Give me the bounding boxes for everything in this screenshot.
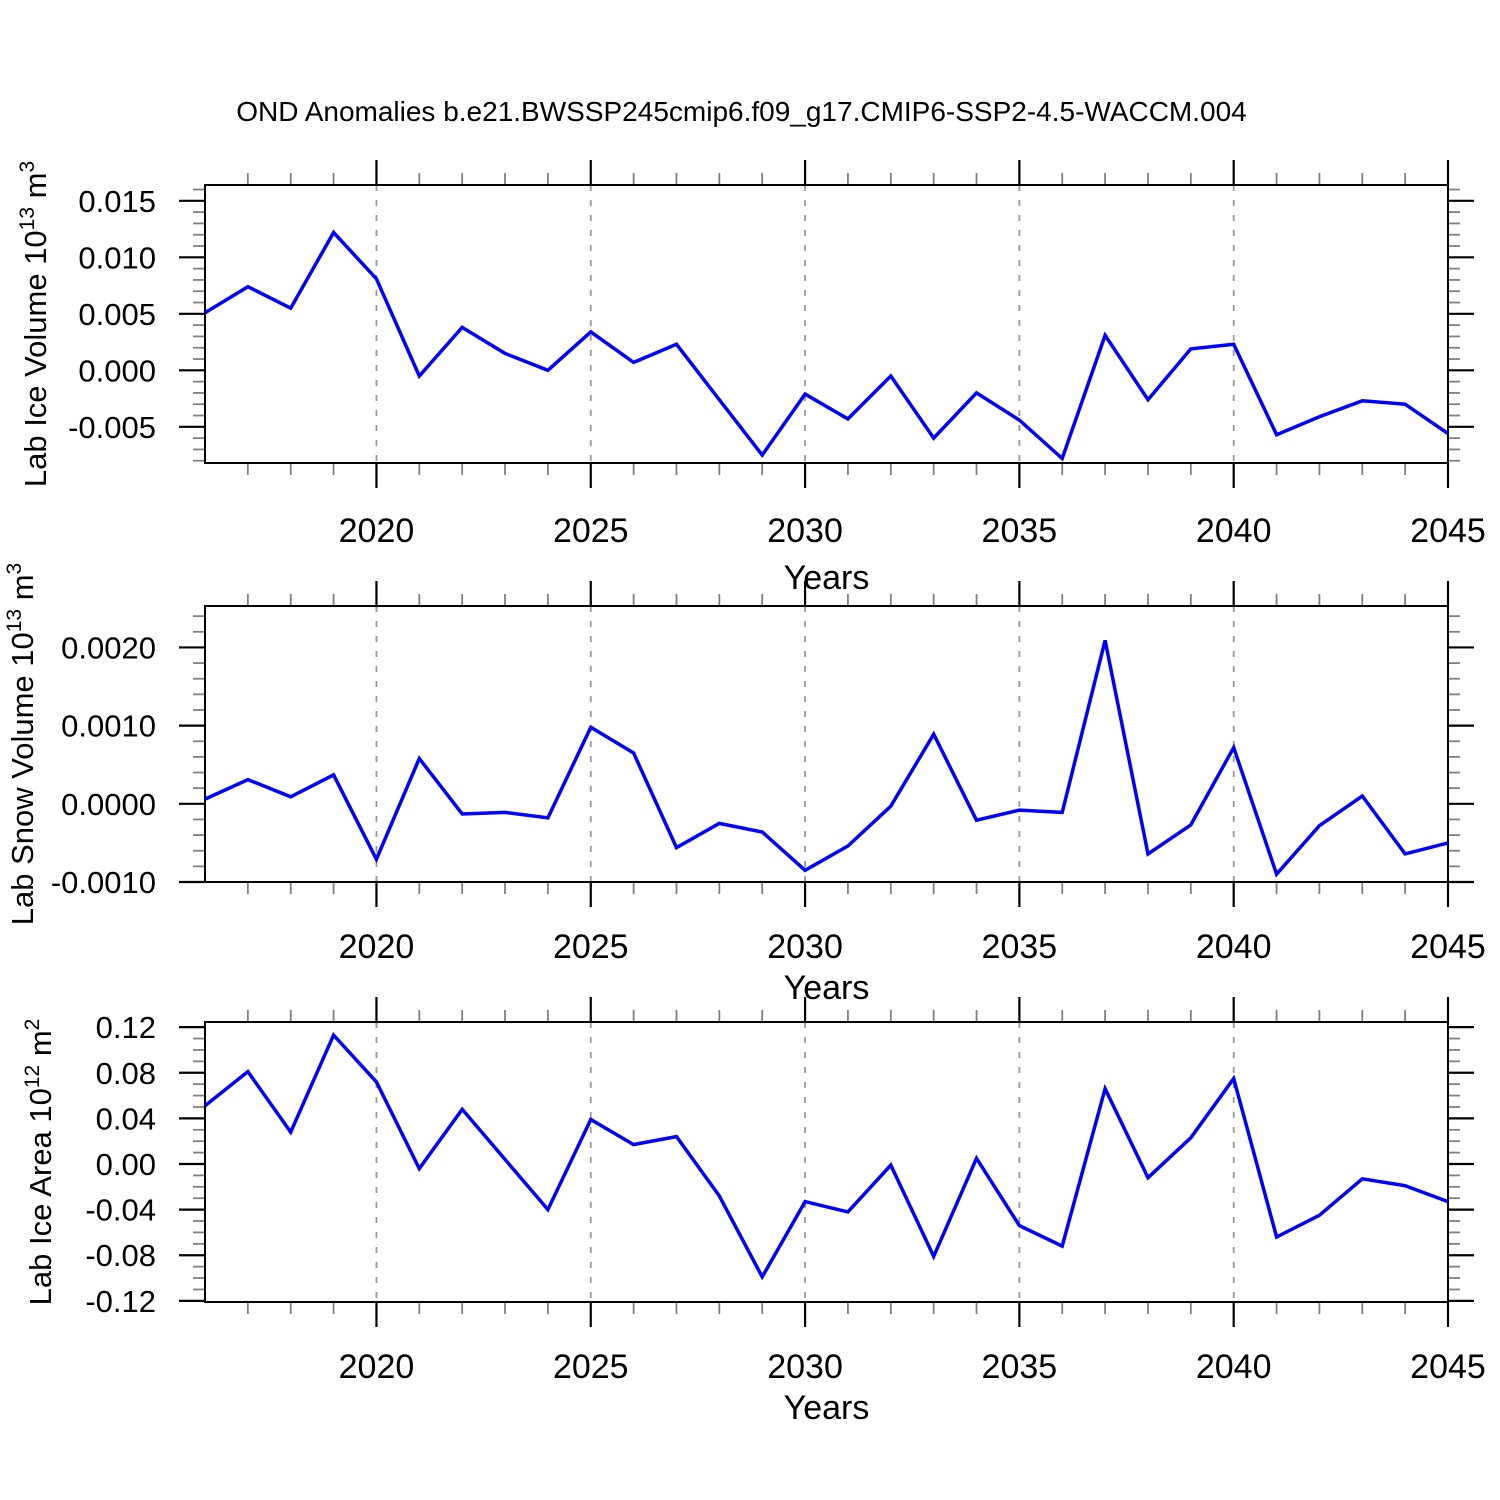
y-axis-title: Lab Snow Volume 1013 m3	[3, 563, 40, 925]
panel-lab-ice-area: 2020 2025 2030 2035 2040 2045 0.12 0.08 0.04 0.00…	[21, 997, 1486, 1427]
x-tick-label: 2025	[553, 512, 629, 550]
x-tick-label: 2035	[982, 928, 1058, 966]
x-tick-label: 2020	[339, 512, 415, 550]
x-tick-label: 2040	[1196, 1348, 1272, 1386]
x-tick-label: 2045	[1410, 928, 1486, 966]
x-tick-label: 2020	[339, 1348, 415, 1386]
x-tick-label: 2035	[982, 512, 1058, 550]
data-line	[204, 229, 1449, 462]
x-tick-label: 2040	[1196, 928, 1272, 966]
x-axis-title: Years	[784, 969, 870, 1007]
x-tick-label: 2030	[767, 1348, 843, 1386]
x-tick-label: 2020	[339, 928, 415, 966]
plot-box	[204, 184, 1449, 464]
panel-lab-ice-volume: 2020 2025 2030 2035 2040 2045 0.015 0.010 0.005 0…	[16, 160, 1486, 597]
y-axis-title: Lab Ice Volume 1013 m3	[16, 161, 53, 487]
y-axis-title: Lab Ice Area 1012 m2	[21, 1019, 58, 1306]
y-tick-label: 0.000	[78, 353, 156, 388]
x-axis-title: Years	[784, 1389, 870, 1427]
y-tick-label: 0.010	[78, 240, 156, 275]
y-tick-label: 0.015	[78, 184, 156, 219]
x-tick-label: 2030	[767, 928, 843, 966]
y-tick-label: -0.04	[85, 1193, 156, 1228]
data-line	[204, 639, 1449, 878]
y-tick-label: -0.005	[68, 410, 156, 445]
x-tick-label: 2025	[553, 928, 629, 966]
y-tick-label: 0.04	[96, 1101, 156, 1136]
y-tick-label: 0.0020	[61, 630, 156, 665]
data-line	[203, 1031, 1449, 1281]
y-tick-label: -0.08	[85, 1238, 156, 1273]
figure-title: OND Anomalies b.e21.BWSSP245cmip6.f09_g1…	[236, 96, 1247, 127]
x-tick-label: 2035	[982, 1348, 1058, 1386]
x-tick-label: 2045	[1410, 512, 1486, 550]
y-tick-label: 0.12	[96, 1010, 156, 1045]
y-tick-label: -0.0010	[51, 865, 156, 900]
panel-lab-snow-volume: 2020 2025 2030 2035 2040 2045 0.0020 0.0010 0.00…	[3, 563, 1486, 1007]
x-tick-label: 2040	[1196, 512, 1272, 550]
plot-box	[204, 1021, 1449, 1303]
x-tick-label: 2030	[767, 512, 843, 550]
y-tick-label: 0.005	[78, 297, 156, 332]
x-axis-title: Years	[784, 559, 870, 597]
y-tick-label: 0.0010	[61, 709, 156, 744]
plot-box	[204, 605, 1449, 883]
y-tick-label: 0.0000	[61, 787, 156, 822]
x-tick-label: 2045	[1410, 1348, 1486, 1386]
y-tick-label: -0.12	[85, 1284, 156, 1319]
x-tick-label: 2025	[553, 1348, 629, 1386]
y-tick-label: 0.00	[96, 1147, 156, 1182]
y-tick-label: 0.08	[96, 1056, 156, 1091]
